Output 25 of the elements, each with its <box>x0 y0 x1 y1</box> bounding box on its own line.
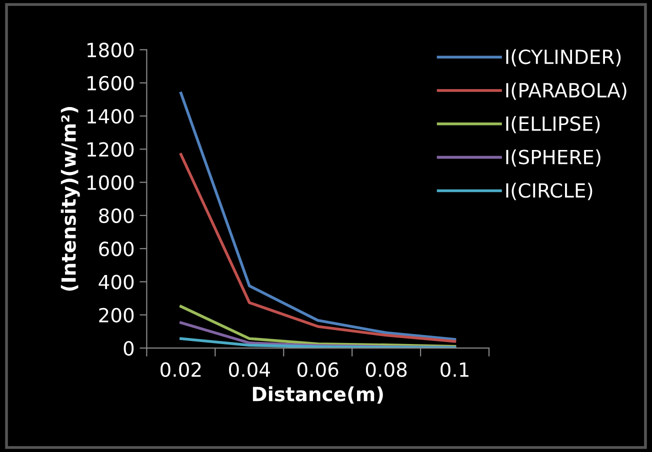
legend-label: I(CYLINDER) <box>506 49 621 66</box>
x-axis-title: Distance(m) <box>252 386 383 404</box>
y-tick-label: 200 <box>99 308 134 323</box>
legend-label: I(SPHERE) <box>506 149 600 167</box>
line-series <box>180 337 456 348</box>
y-tick-label: 0 <box>124 340 134 356</box>
x-tick-label: 0.08 <box>366 362 407 377</box>
x-tick-label: 0.04 <box>229 362 270 377</box>
y-tick-label: 1200 <box>88 142 134 157</box>
legend-label: I(CIRCLE) <box>506 182 592 200</box>
y-axis-title: (Intensity)(w/m²) <box>60 107 80 291</box>
y-tick-label: 1000 <box>88 175 134 190</box>
x-tick-label: 0.06 <box>297 362 338 377</box>
x-tick-label: 0.1 <box>440 362 468 377</box>
legend-label: I(ELLIPSE) <box>506 116 600 134</box>
y-tick-label: 1400 <box>88 108 134 124</box>
line-series <box>180 92 456 341</box>
x-tick-label: 0.02 <box>160 362 201 377</box>
y-tick-label: 1600 <box>88 76 134 91</box>
legend-label: I(PARABOLA) <box>506 82 626 100</box>
y-tick-label: 800 <box>99 208 134 224</box>
line-series <box>180 153 456 343</box>
y-tick-label: 400 <box>98 274 134 290</box>
y-tick-label: 600 <box>99 242 134 256</box>
y-tick-label: 1800 <box>88 42 134 58</box>
